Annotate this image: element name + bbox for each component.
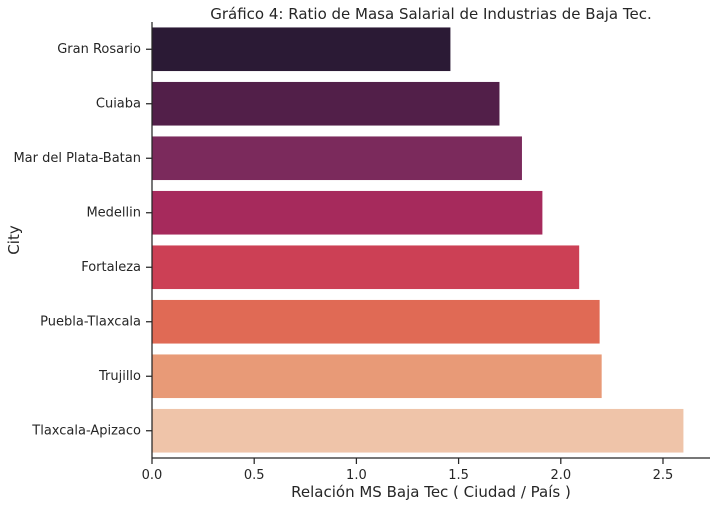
- bar-puebla-tlaxcala: [152, 299, 600, 344]
- y-tick-label: Trujillo: [98, 369, 141, 384]
- bar-tlaxcala-apizaco: [152, 408, 684, 453]
- y-tick-label: Puebla-Tlaxcala: [40, 314, 141, 329]
- x-axis-label: Relación MS Baja Tec ( Ciudad / País ): [291, 483, 571, 501]
- y-axis-ticks: Gran Rosario Cuiaba Mar del Plata-Batan Med…: [13, 42, 152, 438]
- bars-group: [152, 27, 684, 453]
- x-tick-label: 2.0: [550, 468, 571, 483]
- y-axis-label: City: [5, 225, 23, 255]
- x-tick-label: 2.5: [653, 468, 674, 483]
- x-tick-label: 0.5: [244, 468, 265, 483]
- y-tick-label: Cuiaba: [96, 96, 141, 111]
- y-tick-label: Tlaxcala-Apizaco: [31, 423, 141, 438]
- bar-gran-rosario: [152, 27, 451, 72]
- bar-medellin: [152, 190, 543, 235]
- x-tick-label: 1.0: [346, 468, 367, 483]
- x-axis-ticks: 0.0 0.5 1.0 1.5 2.0 2.5: [142, 458, 674, 483]
- y-tick-label: Fortaleza: [81, 260, 141, 275]
- y-tick-label: Gran Rosario: [57, 42, 141, 57]
- chart-title: Gráfico 4: Ratio de Masa Salarial de Ind…: [210, 5, 652, 23]
- bar-fortaleza: [152, 245, 580, 290]
- x-tick-label: 0.0: [142, 468, 163, 483]
- y-tick-label: Medellin: [86, 205, 141, 220]
- bar-cuiaba: [152, 81, 500, 126]
- bar-mar-del-plata-batan: [152, 136, 522, 181]
- bar-trujillo: [152, 354, 602, 399]
- y-tick-label: Mar del Plata-Batan: [13, 151, 141, 166]
- x-tick-label: 1.5: [448, 468, 469, 483]
